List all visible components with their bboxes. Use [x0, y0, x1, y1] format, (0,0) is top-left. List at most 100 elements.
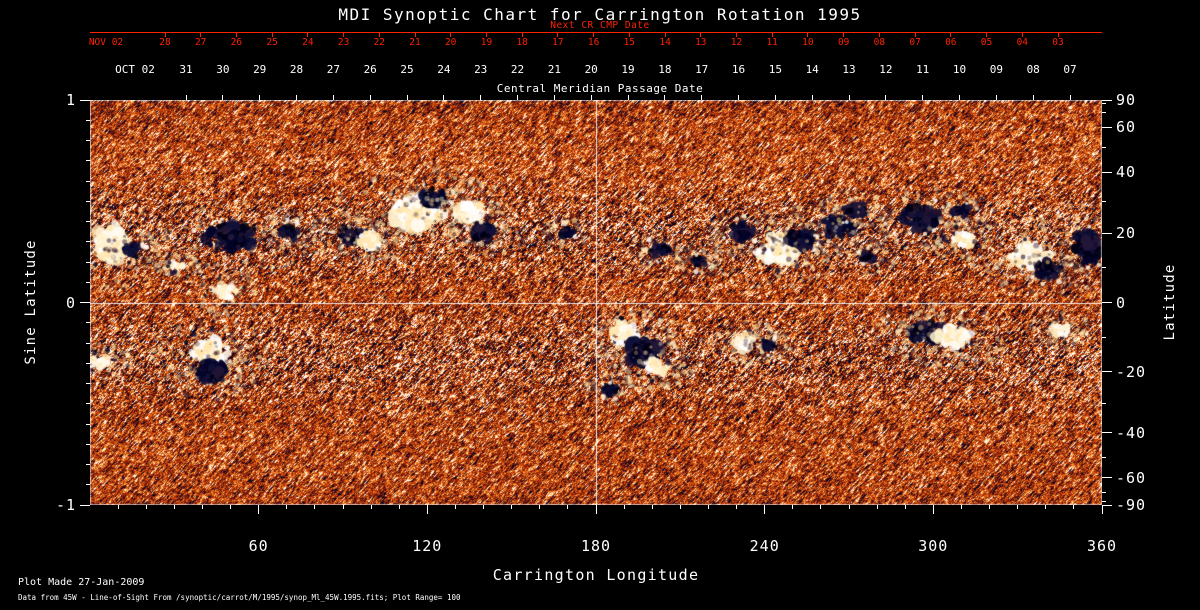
- y-left-minor-tick: [86, 464, 90, 465]
- cmp-tick-label: 24: [437, 63, 451, 76]
- x-minor-tick: [230, 505, 232, 509]
- cmp-tick: [185, 95, 187, 100]
- x-major-tick: [1101, 505, 1103, 514]
- cmp-axis-label: Central Meridian Passage Date: [496, 82, 704, 95]
- y-left-minor-tick: [86, 180, 90, 182]
- y-right-tick-label: -60: [1116, 468, 1147, 487]
- cmp-tick-label: 09: [989, 63, 1004, 76]
- cmp-tick-label: 22: [510, 63, 525, 76]
- next-cr-tick: [343, 33, 345, 37]
- cmp-tick-label: 29: [253, 63, 267, 76]
- x-minor-tick: [511, 505, 513, 509]
- x-minor-tick: [286, 505, 288, 509]
- x-minor-tick: [314, 505, 316, 509]
- right-axis-title: Latitude: [1162, 263, 1178, 341]
- x-minor-tick: [117, 505, 119, 509]
- cmp-tick: [553, 95, 555, 100]
- y-right-tick-label: 0: [1116, 293, 1127, 312]
- cmp-tick-label: 16: [731, 63, 746, 76]
- y-right-tick-label: 20: [1116, 224, 1137, 243]
- next-cr-tick: [1021, 33, 1023, 37]
- cmp-tick: [406, 95, 408, 100]
- x-minor-tick: [679, 505, 681, 509]
- x-minor-tick: [989, 505, 991, 509]
- x-minor-tick: [876, 505, 878, 509]
- y-left-minor-tick: [86, 160, 90, 162]
- y-left-minor-tick: [86, 423, 90, 425]
- next-cr-tick: [521, 33, 523, 37]
- next-cr-tick: [771, 33, 773, 37]
- next-cr-tick: [593, 33, 595, 37]
- footer-data-source: Data from 45W - Line-of-Sight From /syno…: [18, 593, 461, 602]
- cmp-tick-label: 11: [916, 63, 930, 76]
- y-right-minor-tick: [1102, 146, 1106, 148]
- x-minor-tick: [736, 505, 738, 509]
- x-tick-label: 360: [1086, 537, 1118, 555]
- next-cr-tick: [1057, 33, 1059, 37]
- magnetogram-canvas: [90, 100, 1102, 505]
- cmp-tick: [885, 95, 887, 100]
- x-minor-tick: [651, 505, 653, 509]
- next-cr-tick-label: 12: [730, 37, 743, 48]
- y-right-minor-tick: [1102, 102, 1106, 104]
- next-cr-tick-label: 03: [1052, 37, 1064, 48]
- next-cr-tick: [414, 33, 416, 37]
- cmp-tick: [848, 95, 850, 100]
- y-left-tick-label: 1: [65, 91, 76, 109]
- y-right-minor-tick: [1102, 403, 1106, 405]
- y-right-major-tick: [1102, 99, 1112, 101]
- cmp-tick: [738, 95, 739, 100]
- cmp-tick: [1069, 95, 1071, 100]
- cmp-tick-label: 25: [400, 63, 414, 76]
- cmp-tick: [774, 95, 776, 100]
- y-left-tick-label: -1: [55, 496, 76, 514]
- next-cr-tick: [914, 33, 916, 37]
- y-left-major-tick: [80, 99, 90, 101]
- next-cr-tick-label: 27: [194, 37, 207, 48]
- next-cr-tick-label: 08: [873, 37, 886, 48]
- x-minor-tick: [792, 505, 794, 509]
- next-cr-month-label: NOV 02: [88, 37, 124, 48]
- cmp-tick-label: 20: [584, 63, 598, 76]
- cmp-tick-label: 23: [474, 63, 488, 76]
- y-right-tick-label: -90: [1116, 496, 1147, 514]
- y-left-minor-tick: [86, 342, 90, 344]
- y-left-major-tick: [80, 302, 90, 303]
- next-cr-tick-label: 22: [373, 37, 386, 48]
- cmp-tick: [443, 95, 445, 100]
- next-cr-tick: [164, 33, 166, 37]
- x-minor-tick: [173, 505, 175, 509]
- y-right-tick-label: 60: [1116, 118, 1137, 137]
- x-minor-tick: [707, 505, 709, 509]
- y-right-major-tick: [1102, 371, 1112, 373]
- x-axis-title: Carrington Longitude: [492, 566, 700, 584]
- y-right-tick-label: -40: [1116, 423, 1147, 442]
- next-cr-tick-label: 17: [552, 37, 564, 48]
- x-tick-label: 240: [749, 537, 780, 555]
- next-cr-tick-label: 06: [945, 37, 957, 48]
- x-major-tick: [595, 505, 597, 514]
- cmp-tick-label: 12: [879, 63, 893, 76]
- next-cr-tick-label: 05: [980, 37, 993, 48]
- y-right-minor-tick: [1102, 200, 1106, 202]
- next-cr-tick-label: 13: [695, 37, 707, 48]
- cmp-tick-label: 13: [842, 63, 856, 76]
- footer-plot-made: Plot Made 27-Jan-2009: [18, 577, 145, 588]
- x-minor-tick: [370, 505, 372, 509]
- cmp-tick: [701, 95, 703, 100]
- y-right-minor-tick: [1102, 501, 1106, 503]
- y-left-minor-tick: [86, 322, 90, 324]
- next-cr-tick-label: 23: [337, 37, 350, 48]
- cmp-tick-label: 30: [216, 63, 230, 76]
- cmp-tick-label: 21: [547, 63, 562, 76]
- x-major-tick: [932, 505, 934, 514]
- next-cr-tick-label: 24: [302, 37, 314, 48]
- x-major-tick: [764, 505, 766, 514]
- cmp-tick: [480, 95, 482, 100]
- x-minor-tick: [145, 505, 147, 509]
- chart-title: MDI Synoptic Chart for Carrington Rotati…: [338, 5, 862, 24]
- cmp-tick: [1032, 95, 1034, 100]
- cmp-tick: [922, 95, 924, 100]
- next-cr-tick: [950, 33, 952, 37]
- next-cr-tick-label: 07: [909, 37, 921, 48]
